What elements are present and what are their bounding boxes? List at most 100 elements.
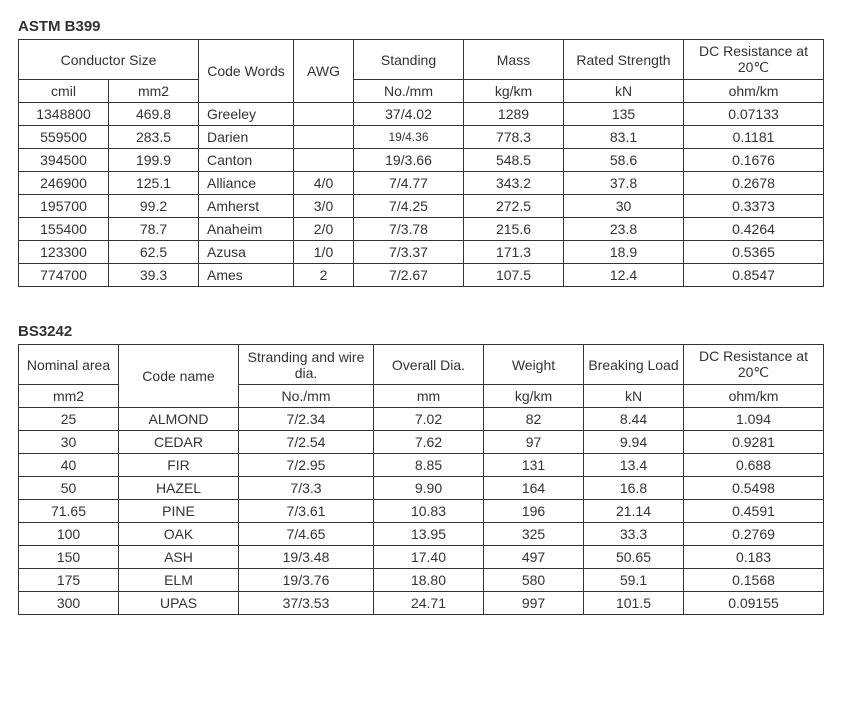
- cell-mass: 107.5: [464, 264, 564, 287]
- th-rated-strength: Rated Strength: [564, 40, 684, 80]
- cell-cmil: 195700: [19, 195, 109, 218]
- cell-code: Azusa: [199, 241, 294, 264]
- cell-mass: 272.5: [464, 195, 564, 218]
- th-ohm-km: ohm/km: [684, 80, 824, 103]
- cell-dc: 0.3373: [684, 195, 824, 218]
- table-row: 175ELM19/3.7618.8058059.10.1568: [19, 569, 824, 592]
- cell-rs: 37.8: [564, 172, 684, 195]
- th-breaking-load: Breaking Load: [584, 345, 684, 385]
- cell-code: Darien: [199, 126, 294, 149]
- th-mass: Mass: [464, 40, 564, 80]
- cell-dc: 0.8547: [684, 264, 824, 287]
- cell-dia: 13.95: [374, 523, 484, 546]
- cell-standing: 7/4.25: [354, 195, 464, 218]
- cell-awg: [294, 103, 354, 126]
- bs3242-table: Nominal area Code name Stranding and wir…: [18, 344, 824, 615]
- cell-code: HAZEL: [119, 477, 239, 500]
- cell-mm2: 283.5: [109, 126, 199, 149]
- cell-awg: 3/0: [294, 195, 354, 218]
- cell-code: Amherst: [199, 195, 294, 218]
- cell-mm2: 300: [19, 592, 119, 615]
- table-row: 12330062.5Azusa1/07/3.37171.318.90.5365: [19, 241, 824, 264]
- cell-awg: 2: [294, 264, 354, 287]
- cell-dc: 0.09155: [684, 592, 824, 615]
- cell-strand: 19/3.48: [239, 546, 374, 569]
- th-stranding: Stranding and wire dia.: [239, 345, 374, 385]
- cell-dc: 0.1676: [684, 149, 824, 172]
- astm-b399-table: Conductor Size Code Words AWG Standing M…: [18, 39, 824, 287]
- th-overall-dia: Overall Dia.: [374, 345, 484, 385]
- cell-mm2: 175: [19, 569, 119, 592]
- th-kg-km-2: kg/km: [484, 385, 584, 408]
- cell-bl: 50.65: [584, 546, 684, 569]
- cell-rs: 12.4: [564, 264, 684, 287]
- th-conductor-size: Conductor Size: [19, 40, 199, 80]
- cell-code: Greeley: [199, 103, 294, 126]
- th-code-words: Code Words: [199, 40, 294, 103]
- table-row: 25ALMOND7/2.347.02828.441.094: [19, 408, 824, 431]
- table-row: 71.65PINE7/3.6110.8319621.140.4591: [19, 500, 824, 523]
- cell-dc: 0.2678: [684, 172, 824, 195]
- table-row: 246900125.1Alliance4/07/4.77343.237.80.2…: [19, 172, 824, 195]
- cell-weight: 997: [484, 592, 584, 615]
- th-no-mm-2: No./mm: [239, 385, 374, 408]
- cell-code: Alliance: [199, 172, 294, 195]
- cell-weight: 82: [484, 408, 584, 431]
- cell-dc: 0.1568: [684, 569, 824, 592]
- cell-standing: 7/3.37: [354, 241, 464, 264]
- cell-awg: 4/0: [294, 172, 354, 195]
- cell-mm2: 100: [19, 523, 119, 546]
- cell-mm2: 62.5: [109, 241, 199, 264]
- cell-standing: 19/4.36: [354, 126, 464, 149]
- cell-strand: 19/3.76: [239, 569, 374, 592]
- cell-mm2: 469.8: [109, 103, 199, 126]
- cell-mm2: 150: [19, 546, 119, 569]
- th-kn-2: kN: [584, 385, 684, 408]
- cell-rs: 30: [564, 195, 684, 218]
- cell-code: Canton: [199, 149, 294, 172]
- cell-bl: 59.1: [584, 569, 684, 592]
- cell-code: ASH: [119, 546, 239, 569]
- cell-mm2: 50: [19, 477, 119, 500]
- cell-mass: 778.3: [464, 126, 564, 149]
- cell-dc: 0.4264: [684, 218, 824, 241]
- cell-rs: 58.6: [564, 149, 684, 172]
- cell-bl: 21.14: [584, 500, 684, 523]
- cell-bl: 13.4: [584, 454, 684, 477]
- cell-code: ALMOND: [119, 408, 239, 431]
- table-row: 19570099.2Amherst3/07/4.25272.5300.3373: [19, 195, 824, 218]
- cell-rs: 18.9: [564, 241, 684, 264]
- table-row: 150ASH19/3.4817.4049750.650.183: [19, 546, 824, 569]
- cell-mm2: 78.7: [109, 218, 199, 241]
- cell-code: FIR: [119, 454, 239, 477]
- cell-bl: 9.94: [584, 431, 684, 454]
- cell-mm2: 199.9: [109, 149, 199, 172]
- table-row: 77470039.3Ames27/2.67107.512.40.8547: [19, 264, 824, 287]
- table-row: 100OAK7/4.6513.9532533.30.2769: [19, 523, 824, 546]
- cell-mm2: 40: [19, 454, 119, 477]
- cell-strand: 7/3.61: [239, 500, 374, 523]
- table-row: 559500283.5Darien19/4.36778.383.10.1181: [19, 126, 824, 149]
- cell-weight: 580: [484, 569, 584, 592]
- cell-cmil: 1348800: [19, 103, 109, 126]
- cell-cmil: 246900: [19, 172, 109, 195]
- table-row: 1348800469.8Greeley37/4.0212891350.07133: [19, 103, 824, 126]
- cell-dc: 0.07133: [684, 103, 824, 126]
- cell-dia: 9.90: [374, 477, 484, 500]
- cell-mm2: 99.2: [109, 195, 199, 218]
- cell-rs: 135: [564, 103, 684, 126]
- cell-bl: 8.44: [584, 408, 684, 431]
- cell-mass: 1289: [464, 103, 564, 126]
- table-row: 30CEDAR7/2.547.62979.940.9281: [19, 431, 824, 454]
- th-nominal-area: Nominal area: [19, 345, 119, 385]
- cell-mass: 215.6: [464, 218, 564, 241]
- table2-title: BS3242: [18, 323, 823, 340]
- th-weight: Weight: [484, 345, 584, 385]
- cell-awg: [294, 126, 354, 149]
- cell-mm2: 30: [19, 431, 119, 454]
- cell-dc: 0.688: [684, 454, 824, 477]
- table-row: 394500199.9Canton19/3.66548.558.60.1676: [19, 149, 824, 172]
- cell-strand: 7/2.54: [239, 431, 374, 454]
- th-ohm-km-2: ohm/km: [684, 385, 824, 408]
- cell-strand: 37/3.53: [239, 592, 374, 615]
